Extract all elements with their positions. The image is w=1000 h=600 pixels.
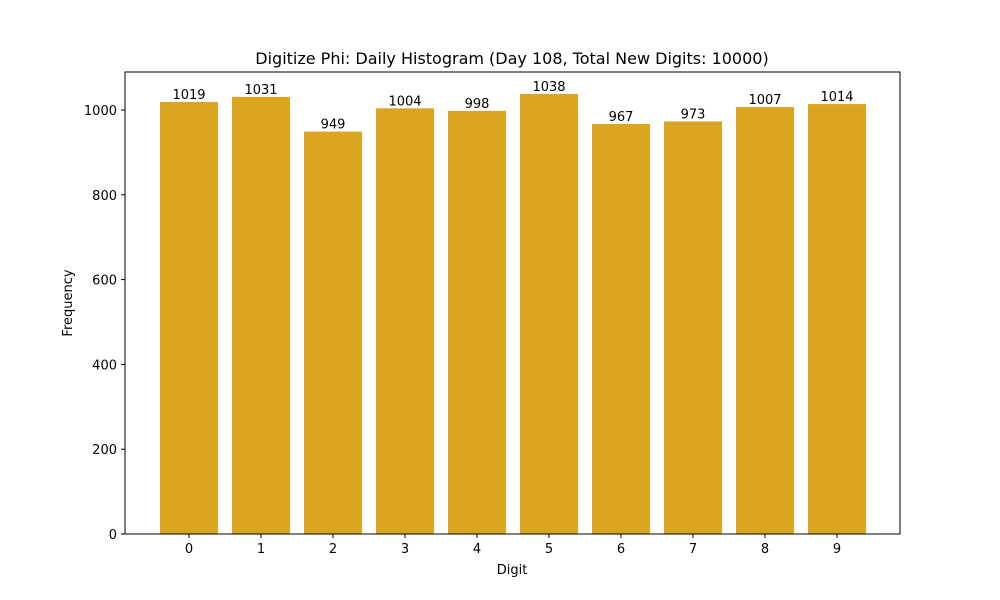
bar-digit-4 bbox=[448, 110, 506, 535]
x-tick-label: 4 bbox=[473, 542, 481, 557]
bar-digit-8 bbox=[736, 107, 794, 535]
x-tick-label: 8 bbox=[761, 542, 769, 557]
x-tick-label: 0 bbox=[185, 542, 193, 557]
bar-digit-6 bbox=[592, 123, 650, 534]
bar-digit-0 bbox=[160, 101, 218, 534]
bar-value-label: 1019 bbox=[172, 88, 205, 103]
x-tick-label: 9 bbox=[833, 542, 841, 557]
y-tick-label: 1000 bbox=[84, 104, 117, 119]
x-tick-label: 5 bbox=[545, 542, 553, 557]
bar-value-label: 1014 bbox=[820, 90, 853, 105]
x-axis-ticks: 0 1 2 3 4 5 6 7 8 9 bbox=[185, 534, 841, 557]
y-tick-label: 800 bbox=[92, 189, 117, 204]
x-tick-label: 7 bbox=[689, 542, 697, 557]
bar-digit-3 bbox=[376, 108, 434, 534]
bar-digit-7 bbox=[664, 121, 722, 534]
bar-value-label: 1031 bbox=[244, 83, 277, 98]
bar-value-label: 1038 bbox=[532, 80, 565, 95]
bar-digit-1 bbox=[232, 96, 290, 534]
y-tick-label: 200 bbox=[92, 443, 117, 458]
y-axis-label: Frequency bbox=[61, 269, 76, 336]
y-axis-ticks: 0 200 400 600 800 1000 bbox=[84, 104, 125, 543]
bar-value-labels: 1019 1031 949 1004 998 1038 967 973 1007 1014 bbox=[172, 80, 853, 133]
x-axis-label: Digit bbox=[497, 563, 528, 578]
bar-value-label: 973 bbox=[681, 107, 706, 122]
bar-value-label: 1007 bbox=[748, 93, 781, 108]
y-tick-label: 600 bbox=[92, 274, 117, 289]
bar-digit-2 bbox=[304, 131, 362, 534]
bar-digit-9 bbox=[808, 104, 866, 535]
bar-value-label: 949 bbox=[321, 118, 346, 133]
y-tick-label: 400 bbox=[92, 358, 117, 373]
x-tick-label: 6 bbox=[617, 542, 625, 557]
bar-value-label: 1004 bbox=[388, 94, 421, 109]
bar-value-label: 967 bbox=[609, 110, 634, 125]
bar-value-label: 998 bbox=[465, 97, 490, 112]
chart-title: Digitize Phi: Daily Histogram (Day 108, … bbox=[255, 49, 768, 68]
bars-group bbox=[160, 93, 866, 535]
x-tick-label: 2 bbox=[329, 542, 337, 557]
x-tick-label: 1 bbox=[257, 542, 265, 557]
axes-frame bbox=[124, 71, 901, 535]
x-tick-label: 3 bbox=[401, 542, 409, 557]
y-tick-label: 0 bbox=[109, 528, 117, 543]
bar-digit-5 bbox=[520, 93, 578, 534]
